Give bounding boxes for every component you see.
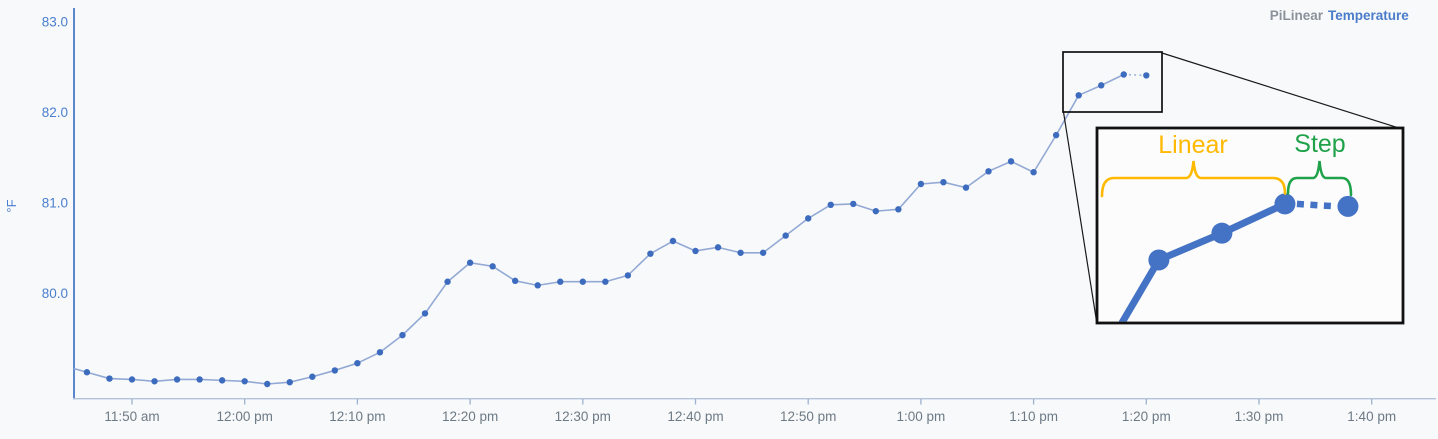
series-projected-segment [1123,73,1147,77]
data-point-marker [128,376,136,383]
legend-series-name[interactable]: Temperature [1328,8,1409,23]
data-point-marker [309,373,316,380]
linear-brace [1100,160,1287,198]
data-point-marker [1143,72,1150,79]
data-point-marker [669,237,677,245]
inset-background [1095,126,1405,325]
inset-panel: Linear Step [1095,126,1405,325]
x-axis-tick-label: 12:10 pm [329,409,385,424]
data-point-marker [241,378,248,385]
data-point-marker [557,278,564,285]
data-point-marker [489,263,496,270]
data-point-marker [962,184,970,191]
data-point-marker [602,278,609,285]
data-point-marker [827,201,834,209]
temperature-series[interactable] [61,71,1150,388]
inset-data-point [1211,222,1233,244]
inset-data-point [1274,193,1296,215]
x-axis-tick-label: 12:50 pm [780,409,836,424]
data-point-marker [218,377,226,384]
data-point-marker [647,250,654,257]
data-point-marker [782,232,789,239]
inset-linear-line [1118,200,1287,322]
inset-step-dotted-line [1296,200,1337,210]
data-point-marker [399,331,406,339]
x-axis-tick-label: 11:50 am [104,409,159,424]
x-axis-tick-label: 1:40 pm [1347,409,1396,424]
y-axis-unit-label: °F [4,199,19,212]
x-axis-tick-label: 1:00 pm [897,409,946,424]
data-point-marker [737,249,744,256]
data-point-marker [940,178,947,186]
data-point-marker [1098,82,1105,89]
data-point-marker [264,380,271,388]
data-point-marker [850,200,857,208]
y-axis-tick-label: 83.0 [42,15,68,30]
callout-line-bottom [1062,111,1098,322]
callout-line-top [1161,52,1403,130]
data-point-marker [1007,158,1015,165]
data-point-marker [354,359,361,367]
y-axis-tick-label: 81.0 [42,196,68,211]
data-point-marker [421,310,429,317]
data-point-marker [1052,131,1060,139]
x-axis-tick-label: 1:30 pm [1235,409,1284,424]
y-axis-tick-label: 80.0 [42,286,68,301]
data-point-marker [444,278,451,285]
data-point-marker [511,277,519,285]
data-point-marker [692,247,699,255]
data-point-marker [106,375,113,382]
data-point-marker [83,369,91,376]
data-point-marker [579,278,586,285]
data-point-marker [466,259,474,266]
zoom-source-box [1062,51,1163,113]
data-point-marker [624,272,632,279]
data-point-marker [985,168,992,175]
data-point-marker [331,367,339,374]
data-point-marker [151,378,158,385]
legend-series-type: PiLinear [1270,8,1324,23]
data-point-marker [1030,169,1037,176]
y-axis-tick-labels: 83.0 82.0 81.0 80.0 [42,15,68,302]
step-brace [1286,160,1353,197]
y-axis-tick-label: 82.0 [42,105,68,120]
data-point-marker [173,376,181,383]
data-point-marker [196,376,203,383]
x-axis-tick-label: 12:20 pm [442,409,498,424]
data-point-marker [61,363,67,369]
series-line [73,73,1125,385]
inset-data-point [1337,195,1359,217]
inset-magnified-series [1118,193,1359,322]
data-point-marker [1075,92,1082,99]
x-axis-tick-label: 12:40 pm [667,409,723,424]
x-axis-tick-label: 12:00 pm [217,409,273,424]
x-axis-tick-labels: 11:50 am 12:00 pm 12:10 pm 12:20 pm 12:30 pm… [104,409,1396,424]
inset-data-point [1148,249,1170,271]
data-point-marker [872,207,880,215]
data-point-marker [714,244,722,251]
data-point-marker [895,206,902,213]
x-axis-tick-marks [131,399,1373,405]
data-point-marker [534,282,541,289]
data-point-marker [286,378,293,386]
data-point-marker [759,249,767,256]
x-axis-tick-label: 12:30 pm [555,409,611,424]
inset-step-label: Step [1294,130,1345,158]
data-point-marker [917,180,925,188]
data-point-marker [805,215,812,222]
data-point-marker [376,349,384,356]
data-point-marker [1120,71,1127,78]
inset-linear-label: Linear [1158,131,1228,159]
x-axis-tick-label: 1:10 pm [1009,409,1058,424]
x-axis-tick-label: 1:20 pm [1122,409,1171,424]
